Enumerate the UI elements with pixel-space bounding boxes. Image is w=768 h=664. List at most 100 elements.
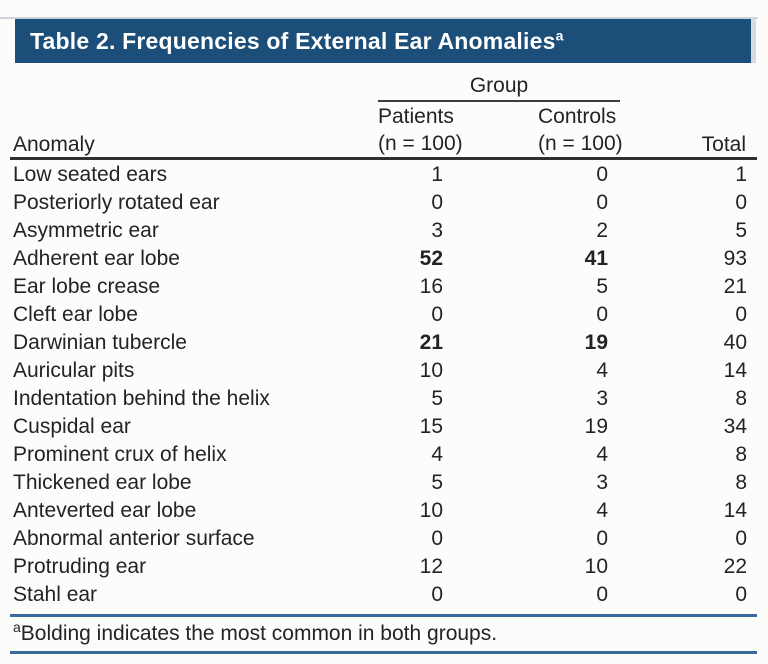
footnote-bottom-rule bbox=[10, 651, 757, 654]
controls-cell: 5 bbox=[596, 275, 608, 298]
total-cell: 8 bbox=[735, 443, 747, 466]
anomaly-cell: Low seated ears bbox=[13, 163, 168, 186]
anomaly-cell: Posteriorly rotated ear bbox=[13, 191, 220, 214]
total-cell: 40 bbox=[723, 331, 747, 354]
controls-cell: 41 bbox=[584, 247, 608, 270]
total-cell: 93 bbox=[723, 247, 747, 270]
patients-cell: 0 bbox=[431, 527, 443, 550]
anomaly-cell: Stahl ear bbox=[13, 583, 98, 606]
patients-cell: 0 bbox=[431, 303, 443, 326]
controls-cell: 3 bbox=[596, 471, 608, 494]
controls-column-header: Controls (n = 100) bbox=[538, 103, 623, 157]
group-column-header: Group bbox=[469, 74, 529, 97]
total-cell: 5 bbox=[735, 219, 747, 242]
table-row: Low seated ears 1 0 1 bbox=[10, 161, 757, 189]
controls-header-line2: (n = 100) bbox=[538, 132, 623, 155]
table-row: Abnormal anterior surface 0 0 0 bbox=[10, 525, 757, 553]
patients-cell: 52 bbox=[419, 247, 443, 270]
patients-cell: 12 bbox=[419, 555, 443, 578]
controls-cell: 4 bbox=[596, 443, 608, 466]
table-row: Cleft ear lobe 0 0 0 bbox=[10, 301, 757, 329]
anomaly-cell: Prominent crux of helix bbox=[13, 443, 227, 466]
table-row: Asymmetric ear 3 2 5 bbox=[10, 217, 757, 245]
table-row: Adherent ear lobe 52 41 93 bbox=[10, 245, 757, 273]
table-row: Ear lobe crease 16 5 21 bbox=[10, 273, 757, 301]
controls-cell: 3 bbox=[596, 387, 608, 410]
anomaly-cell: Cleft ear lobe bbox=[13, 303, 138, 326]
patients-header-line2: (n = 100) bbox=[378, 132, 463, 155]
title-right-edge bbox=[751, 18, 756, 63]
anomaly-column-header: Anomaly bbox=[13, 133, 95, 156]
patients-cell: 10 bbox=[419, 499, 443, 522]
footnote-marker: a bbox=[13, 619, 21, 635]
total-cell: 0 bbox=[735, 303, 747, 326]
anomaly-cell: Abnormal anterior surface bbox=[13, 527, 255, 550]
anomaly-cell: Darwinian tubercle bbox=[13, 331, 187, 354]
table-row: Stahl ear 0 0 0 bbox=[10, 581, 757, 609]
anomaly-cell: Indentation behind the helix bbox=[13, 387, 270, 410]
controls-cell: 0 bbox=[596, 527, 608, 550]
total-cell: 14 bbox=[723, 359, 747, 382]
header-divider-rule bbox=[10, 157, 757, 160]
table-row: Auricular pits 10 4 14 bbox=[10, 357, 757, 385]
patients-cell: 21 bbox=[419, 331, 443, 354]
anomaly-cell: Protruding ear bbox=[13, 555, 147, 578]
total-cell: 14 bbox=[723, 499, 747, 522]
table-row: Prominent crux of helix 4 4 8 bbox=[10, 441, 757, 469]
patients-cell: 3 bbox=[431, 219, 443, 242]
total-cell: 8 bbox=[735, 387, 747, 410]
anomaly-cell: Cuspidal ear bbox=[13, 415, 131, 438]
controls-cell: 0 bbox=[596, 191, 608, 214]
patients-cell: 4 bbox=[431, 443, 443, 466]
patients-cell: 16 bbox=[419, 275, 443, 298]
anomaly-cell: Anteverted ear lobe bbox=[13, 499, 197, 522]
table-row: Posteriorly rotated ear 0 0 0 bbox=[10, 189, 757, 217]
footnote-top-rule bbox=[10, 614, 757, 617]
table-row: Thickened ear lobe 5 3 8 bbox=[10, 469, 757, 497]
controls-cell: 4 bbox=[596, 359, 608, 382]
table-row: Cuspidal ear 15 19 34 bbox=[10, 413, 757, 441]
anomaly-cell: Thickened ear lobe bbox=[13, 471, 192, 494]
patients-cell: 15 bbox=[419, 415, 443, 438]
total-cell: 0 bbox=[735, 527, 747, 550]
controls-cell: 0 bbox=[596, 583, 608, 606]
controls-cell: 19 bbox=[584, 415, 608, 438]
table-title-bar: Table 2. Frequencies of External Ear Ano… bbox=[15, 19, 751, 63]
total-cell: 34 bbox=[723, 415, 747, 438]
anomaly-cell: Adherent ear lobe bbox=[13, 247, 180, 270]
table-row: Protruding ear 12 10 22 bbox=[10, 553, 757, 581]
total-cell: 1 bbox=[735, 163, 747, 186]
controls-cell: 19 bbox=[584, 331, 608, 354]
total-cell: 21 bbox=[723, 275, 747, 298]
controls-cell: 0 bbox=[596, 303, 608, 326]
anomaly-cell: Ear lobe crease bbox=[13, 275, 161, 298]
total-cell: 0 bbox=[735, 191, 747, 214]
total-cell: 0 bbox=[735, 583, 747, 606]
title-top-hairline bbox=[0, 17, 758, 19]
patients-cell: 1 bbox=[431, 163, 443, 186]
controls-cell: 0 bbox=[596, 163, 608, 186]
patients-column-header: Patients (n = 100) bbox=[378, 103, 463, 157]
anomaly-cell: Asymmetric ear bbox=[13, 219, 159, 242]
footnote: aBolding indicates the most common in bo… bbox=[13, 619, 753, 649]
table-row: Anteverted ear lobe 10 4 14 bbox=[10, 497, 757, 525]
patients-cell: 5 bbox=[431, 471, 443, 494]
total-cell: 22 bbox=[723, 555, 747, 578]
patients-cell: 0 bbox=[431, 191, 443, 214]
footnote-text: Bolding indicates the most common in bot… bbox=[20, 622, 498, 645]
table-row: Darwinian tubercle 21 19 40 bbox=[10, 329, 757, 357]
patients-cell: 0 bbox=[431, 583, 443, 606]
controls-header-line1: Controls bbox=[538, 105, 617, 128]
controls-cell: 2 bbox=[596, 219, 608, 242]
table-row: Indentation behind the helix 5 3 8 bbox=[10, 385, 757, 413]
table-title: Table 2. Frequencies of External Ear Ano… bbox=[30, 28, 556, 54]
table-title-superscript: a bbox=[555, 27, 564, 44]
controls-cell: 10 bbox=[584, 555, 608, 578]
controls-cell: 4 bbox=[596, 499, 608, 522]
patients-cell: 5 bbox=[431, 387, 443, 410]
total-cell: 8 bbox=[735, 471, 747, 494]
patients-cell: 10 bbox=[419, 359, 443, 382]
total-column-header: Total bbox=[701, 133, 746, 156]
table-body: Low seated ears 1 0 1 Posteriorly rotated ea… bbox=[10, 161, 757, 609]
